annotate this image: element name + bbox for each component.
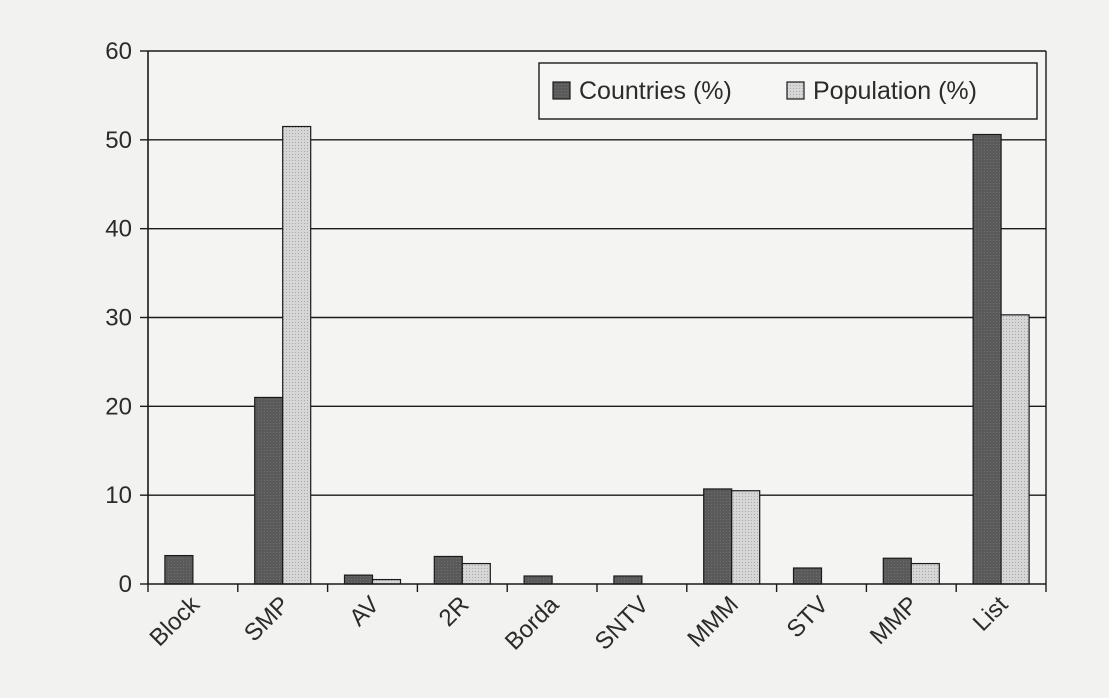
bar-av-series-0 [343,574,374,585]
y-tick-label: 30 [105,305,132,332]
bar-sntv-series-0 [613,575,643,585]
x-tick-label: STV [782,591,834,643]
legend-label: Countries (%) [579,77,732,105]
bar-list-series-1 [1000,314,1030,585]
bar-mmp-series-1 [910,562,940,585]
y-tick-label: 50 [105,127,132,154]
legend-label: Population (%) [813,77,977,105]
legend: Countries (%) Population (%) [538,62,1038,120]
legend-swatch [552,81,571,100]
x-tick-label: List [968,591,1014,637]
x-axis-tick-labels: Block SMP AV 2R Borda SNTV MMM STV MMP List [145,590,1014,655]
bar-smp-series-0 [254,396,284,585]
axes [140,50,1047,592]
bar-block-series-0 [164,554,194,585]
bar-list-series-0 [972,133,1002,585]
bar-2r-series-1 [461,562,491,585]
x-tick-label: MMP [865,591,924,650]
y-axis-tick-labels: 0 10 20 30 40 50 60 [105,38,132,598]
bar-stv-series-0 [792,567,823,585]
x-tick-label: AV [344,591,384,631]
x-tick-label: SNTV [590,591,654,655]
bars [164,125,1030,585]
bar-mmm-series-1 [731,490,761,585]
y-tick-label: 10 [105,482,132,509]
y-tick-label: 40 [105,216,132,243]
x-tick-label: 2R [434,591,475,632]
bar-mmm-series-0 [703,488,733,585]
x-tick-label: Borda [500,591,565,656]
x-tick-label: Block [145,590,206,651]
legend-swatch [786,81,805,100]
y-tick-label: 0 [119,571,132,598]
bar-smp-series-1 [282,125,312,585]
y-tick-label: 60 [105,38,132,65]
x-tick-label: SMP [239,591,295,647]
x-tick-label: MMM [682,591,744,653]
bar-mmp-series-0 [882,557,912,585]
y-tick-label: 20 [105,393,132,420]
bar-borda-series-0 [523,575,553,585]
bar-2r-series-0 [433,555,463,585]
